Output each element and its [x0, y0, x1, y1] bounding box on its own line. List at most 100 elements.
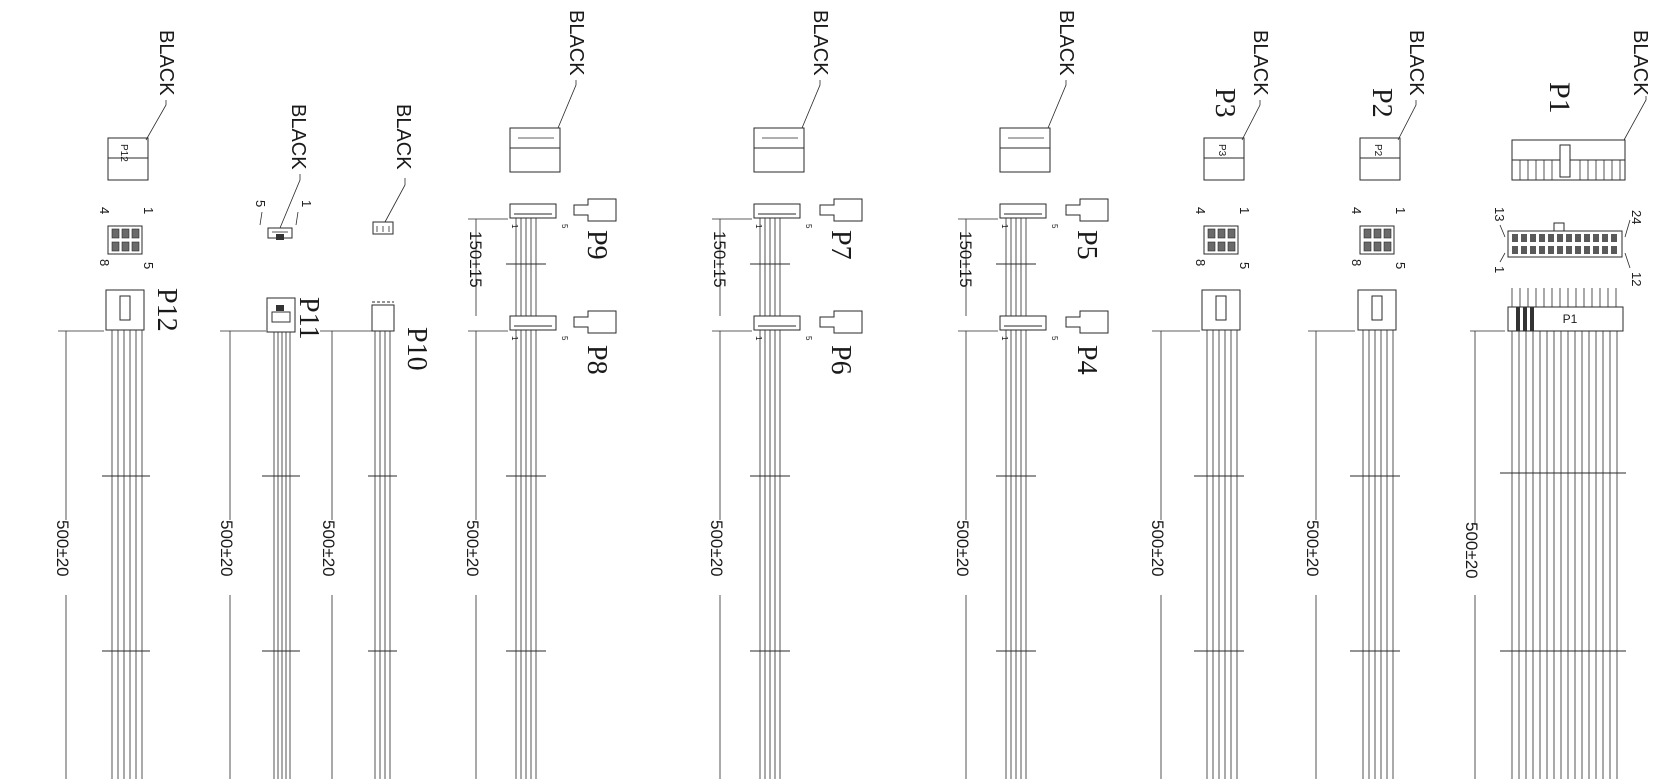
p2-pin-8: 8 — [1349, 259, 1364, 266]
p8-p9-length-dimension: 500±20 — [463, 330, 508, 779]
p12-length-dimension: 500±20 — [53, 330, 104, 779]
p6-pin-5: 5 — [804, 336, 813, 341]
p12-pin-8: 8 — [97, 259, 112, 266]
p8-pin-5: 5 — [560, 336, 569, 341]
p4-p5-length-dimension: 500±20 — [953, 330, 998, 779]
p11-length-dimension: 500±20 — [217, 330, 266, 779]
p1-wire-bundle — [1511, 330, 1618, 779]
p5-connector: 1 5 — [999, 203, 1059, 229]
p3-length: 500±20 — [1148, 520, 1167, 577]
p6-p7-wire-bundle — [759, 212, 781, 779]
p12-length: 500±20 — [53, 520, 72, 577]
p2-length-dimension: 500±20 — [1303, 330, 1355, 779]
p1-body-label: P1 — [1563, 312, 1578, 326]
p6-p7-color-label: BLACK — [809, 10, 831, 76]
p6-pin-1: 1 — [754, 336, 763, 341]
p12-face-label: P12 — [118, 144, 129, 162]
p2-housing: P2 — [1359, 137, 1401, 181]
p11-pin-face — [267, 227, 293, 240]
p3-pin-4: 4 — [1193, 207, 1208, 214]
p4-p5-color-label: BLACK — [1055, 10, 1077, 76]
p12-color-label: BLACK — [155, 30, 177, 96]
p12-housing: P12 — [107, 137, 149, 181]
p2-pin-5: 5 — [1393, 262, 1408, 269]
p9-pin-5: 5 — [560, 224, 569, 229]
p11-connector-body — [266, 297, 296, 333]
p10-label: P10 — [401, 327, 432, 371]
p10-connector-body — [371, 301, 395, 332]
p6-p7-spacing-dimension: 150±15 — [710, 218, 752, 316]
p2-wire-bundle — [1362, 330, 1394, 779]
cable-p12: 4 1 8 5 P12 P12 BLACK 500±20 — [53, 30, 182, 779]
cable-p2: 4 1 8 5 P2 P2 BLACK 500±20 — [1303, 30, 1427, 779]
cable-p11: 5 1 P11 BLACK 500±20 — [217, 104, 324, 779]
p4-p5-spacing: 150±15 — [956, 231, 975, 288]
p6-connector: 1 5 — [753, 315, 813, 341]
p10-length: 500±20 — [319, 520, 338, 577]
p5-pin-5: 5 — [1050, 224, 1059, 229]
cable-p8-p9: 1 5 1 5 P9 P8 BLACK 150±15 — [463, 10, 617, 779]
p3-connector-body — [1201, 289, 1241, 331]
p1-pin-12: 12 — [1629, 272, 1644, 286]
p4-p5-wire-bundle — [1005, 212, 1027, 779]
p4-sata-plug — [1065, 310, 1109, 334]
p10-color-label: BLACK — [392, 104, 414, 170]
p3-color-label: BLACK — [1249, 30, 1271, 96]
p7-label: P7 — [825, 230, 856, 260]
p7-sata-plug — [819, 198, 863, 222]
p3-pin-8: 8 — [1193, 259, 1208, 266]
cable-p4-p5: 1 5 1 5 P5 P4 BLACK 150±15 — [953, 10, 1109, 779]
p11-wire-bundle — [273, 330, 291, 779]
p11-pin-5: 5 — [253, 200, 268, 207]
p6-p7-spacing: 150±15 — [710, 231, 729, 288]
p1-pin-24: 24 — [1629, 210, 1644, 224]
p8-p9-spacing: 150±15 — [466, 231, 485, 288]
p2-color-label: BLACK — [1405, 30, 1427, 96]
p9-sata-plug — [573, 198, 617, 222]
p10-length-dimension: 500±20 — [319, 330, 372, 779]
p4-connector: 1 5 — [999, 315, 1059, 341]
p1-length-dimension: 500±20 — [1462, 330, 1505, 779]
p1-label: P1 — [1543, 82, 1576, 114]
p9-pin-1: 1 — [510, 224, 519, 229]
p6-label: P6 — [825, 345, 856, 375]
p11-pin-1: 1 — [299, 200, 314, 207]
p4-pin-1: 1 — [1000, 336, 1009, 341]
p3-label: P3 — [1209, 88, 1240, 118]
p3-housing: P3 — [1203, 137, 1245, 181]
p1-color-label: BLACK — [1629, 30, 1651, 96]
p9-connector: 1 5 — [509, 203, 569, 229]
p3-face-label: P3 — [1216, 144, 1227, 157]
p4-p5-length: 500±20 — [953, 520, 972, 577]
p1-pin-13: 13 — [1492, 207, 1507, 221]
p7-pin-1: 1 — [754, 224, 763, 229]
p5-pin-1: 1 — [1000, 224, 1009, 229]
p3-pin-1: 1 — [1237, 207, 1252, 214]
p1-cable-ties — [1500, 472, 1626, 652]
p1-connector-body: P1 — [1507, 288, 1624, 332]
p11-label: P11 — [293, 297, 324, 340]
p3-pin-5: 5 — [1237, 262, 1252, 269]
p8-p9-color-label: BLACK — [565, 10, 587, 76]
p4-pin-5: 5 — [1050, 336, 1059, 341]
p3-length-dimension: 500±20 — [1148, 330, 1200, 779]
p6-p7-housing — [753, 127, 805, 173]
p6-sata-plug — [819, 310, 863, 334]
p5-label: P5 — [1071, 230, 1102, 260]
p8-p9-length: 500±20 — [463, 520, 482, 577]
p1-pin-face: 24 13 1 12 — [1492, 207, 1644, 286]
p2-pin-4: 4 — [1349, 207, 1364, 214]
p2-length: 500±20 — [1303, 520, 1322, 577]
p6-p7-length: 500±20 — [707, 520, 726, 577]
p11-color-label: BLACK — [287, 104, 309, 170]
p8-pin-1: 1 — [510, 336, 519, 341]
p11-length: 500±20 — [217, 520, 236, 577]
p2-face-label: P2 — [1372, 144, 1383, 157]
p12-pin-face: 4 1 8 5 — [97, 207, 156, 269]
p2-label: P2 — [1366, 88, 1397, 118]
p2-pin-face: 4 1 8 5 — [1349, 207, 1408, 269]
p8-label: P8 — [581, 345, 612, 375]
p7-connector: 1 5 — [753, 203, 813, 229]
p8-connector: 1 5 — [509, 315, 569, 341]
